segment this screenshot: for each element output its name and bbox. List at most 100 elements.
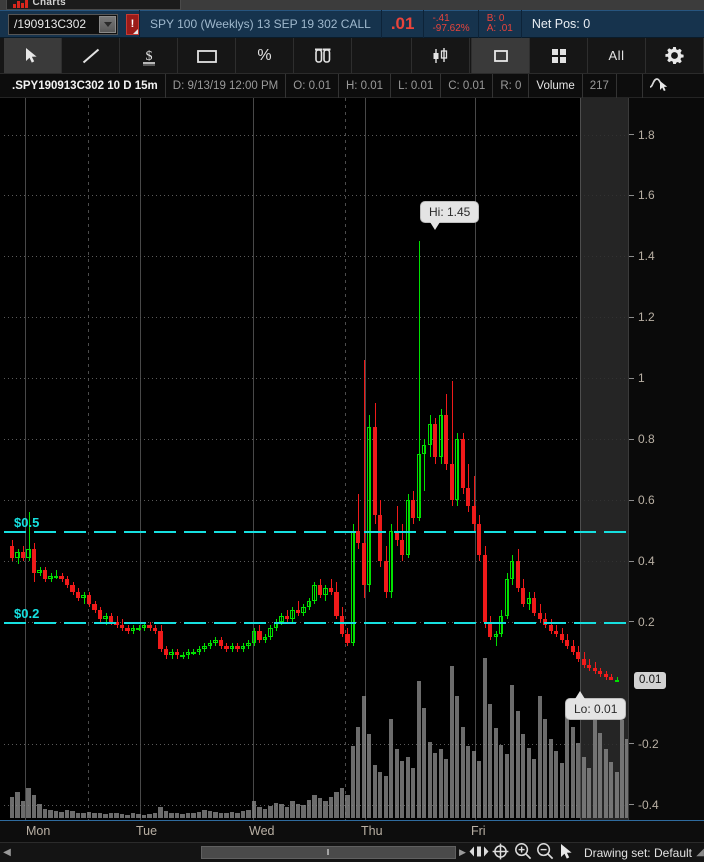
chevron-right-small-icon[interactable]: ▶	[458, 847, 466, 857]
candle-body	[543, 618, 548, 625]
drawing-set-label[interactable]: Drawing set: Default	[583, 845, 692, 860]
candle-body	[576, 652, 581, 659]
volume-bar	[433, 753, 438, 818]
gridline-horizontal	[4, 134, 628, 136]
volume-bar	[416, 680, 421, 818]
horizontal-scrollbar[interactable]: ‖	[16, 846, 456, 859]
scrollbar-thumb[interactable]: ‖	[201, 846, 456, 859]
gridline-vertical	[25, 98, 26, 820]
volume-bar	[213, 811, 218, 818]
volume-bar	[598, 732, 603, 818]
candle-wick	[183, 652, 184, 659]
cursor-tool[interactable]	[4, 38, 62, 73]
cursor-icon[interactable]	[556, 843, 578, 862]
candle-wick	[441, 408, 442, 464]
volume-bar	[262, 808, 268, 818]
chevron-down-icon[interactable]	[99, 15, 116, 33]
tick-mark	[629, 134, 634, 136]
trend-cursor-icon[interactable]	[649, 75, 669, 96]
single-pane-layout[interactable]	[472, 38, 530, 73]
price-level-label[interactable]: $0.2	[14, 605, 40, 621]
y-axis-tick: -0.4	[629, 798, 704, 812]
volume-bar	[180, 814, 185, 818]
chart-canvas[interactable]: $0.5 $0.2 Hi: 1.45 Lo: 0.01 1.8 1.6 1.4 1.2 1 0.…	[0, 98, 704, 820]
volume-bar	[147, 814, 152, 818]
candlestick-style[interactable]	[412, 38, 470, 73]
volume-bar	[405, 757, 410, 818]
volume-bar	[59, 811, 64, 818]
volume-bar	[548, 738, 553, 818]
crosshair-icon[interactable]	[490, 843, 512, 862]
toolbar-gap	[352, 38, 412, 73]
candle-body	[20, 551, 26, 558]
candle-wick	[232, 643, 233, 653]
candle-wick	[188, 649, 189, 659]
percent-tool[interactable]: %	[236, 38, 294, 73]
candle-body	[251, 631, 257, 644]
gridline-horizontal	[4, 500, 628, 502]
volume-bar	[257, 807, 262, 818]
volume-bar	[284, 806, 290, 818]
candle-wick	[309, 597, 310, 610]
candle-body	[284, 615, 290, 619]
volume-bar	[438, 749, 443, 818]
candle-body	[86, 594, 92, 604]
zoom-in-icon[interactable]	[512, 842, 534, 862]
candle-wick	[303, 603, 304, 616]
volume-bar	[141, 814, 147, 818]
candle-wick	[556, 625, 557, 638]
chevron-left-icon[interactable]: ◀	[3, 847, 11, 858]
volume-bar	[70, 811, 75, 818]
info-date: D: 9/13/19 12:00 PM	[166, 73, 287, 98]
volume-bar	[504, 754, 509, 818]
price-level-line[interactable]	[4, 621, 628, 624]
y-axis-tick: 0.4	[629, 554, 704, 568]
resize-grip-icon[interactable]: ◢	[696, 847, 704, 858]
volume-bar	[158, 807, 163, 818]
candle-body	[603, 673, 608, 677]
rectangle-icon	[196, 49, 217, 63]
candle-body	[548, 625, 553, 632]
candle-body	[268, 628, 273, 638]
alert-icon[interactable]	[126, 13, 139, 35]
volume-bar	[15, 792, 20, 818]
symbol-input[interactable]: /190913C302	[8, 13, 118, 35]
studies-tool[interactable]	[294, 38, 352, 73]
settings-button[interactable]	[646, 38, 704, 73]
rectangle-tool[interactable]	[178, 38, 236, 73]
price-plot[interactable]: $0.5 $0.2 Hi: 1.45 Lo: 0.01	[4, 98, 628, 820]
candle-wick	[419, 241, 420, 522]
volume-bar	[493, 728, 498, 818]
line-tool[interactable]	[62, 38, 120, 73]
y-axis-tick: 1.6	[629, 188, 704, 202]
price-level-label[interactable]: $0.5	[14, 514, 40, 530]
info-high: H: 0.01	[339, 73, 392, 98]
volume-bar	[246, 809, 251, 818]
info-range: R: 0	[493, 73, 530, 98]
price-tool[interactable]: $	[120, 38, 178, 73]
candle-body	[488, 621, 493, 638]
gridline-horizontal	[4, 378, 628, 380]
candle-body	[59, 576, 64, 580]
candle-wick	[314, 582, 315, 604]
candle-body	[427, 423, 432, 446]
bid-ask-block: B: 0 A: .01	[479, 13, 521, 35]
y-axis-tick: 1.2	[629, 310, 704, 324]
volume-bar	[482, 658, 487, 818]
quote-bar: /190913C302 SPY 100 (Weeklys) 13 SEP 19 …	[0, 10, 704, 38]
time-axis: Mon Tue Wed Thu Fri	[0, 820, 704, 842]
volume-bar	[581, 757, 586, 818]
price-axis[interactable]: 1.8 1.6 1.4 1.2 1 0.8 0.6 0.4 0.2 -0.2 -0.4 0.01	[628, 98, 704, 820]
zoom-out-icon[interactable]	[534, 842, 556, 862]
y-axis-tick-label: 1.6	[638, 188, 655, 203]
all-layout[interactable]: All	[588, 38, 646, 73]
expand-horizontal-icon[interactable]	[468, 845, 490, 861]
candle-body	[224, 646, 229, 650]
price-level-line[interactable]	[4, 530, 628, 533]
candle-wick	[84, 591, 85, 604]
candlestick-icon	[433, 47, 447, 63]
grid-layout[interactable]	[530, 38, 588, 73]
volume-bar	[455, 696, 460, 818]
tab-charts[interactable]: Charts	[6, 0, 181, 10]
volume-bar	[515, 711, 520, 818]
